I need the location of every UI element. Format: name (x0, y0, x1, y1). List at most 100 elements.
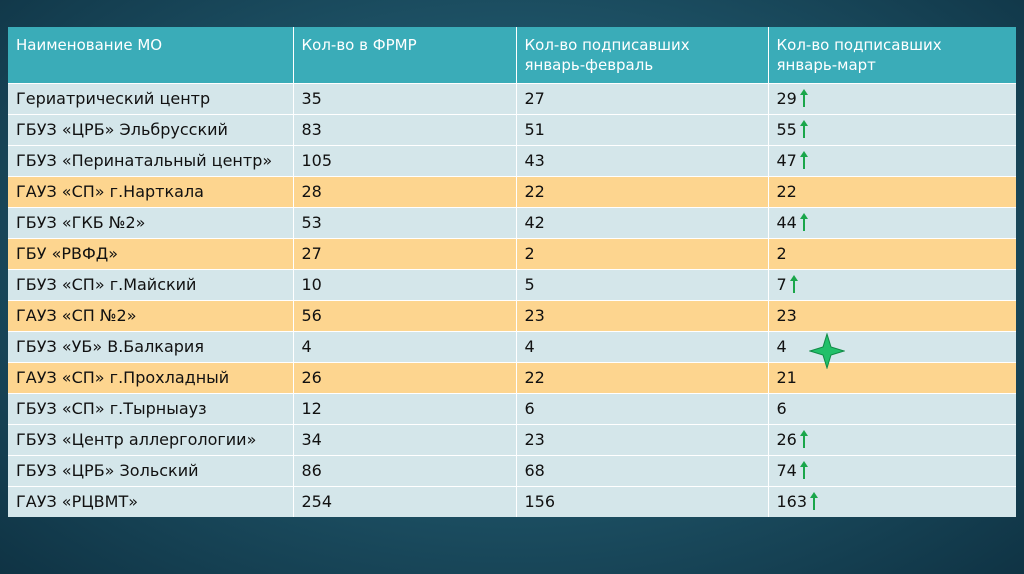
cell-jan-mar-text: 6 (776, 399, 787, 418)
cell-frmr-text: 4 (301, 337, 312, 356)
cell-jan-mar-text: 74 (776, 461, 797, 480)
cell-frmr: 56 (293, 300, 517, 332)
cell-jan-feb-text: 22 (524, 182, 545, 201)
four-point-star-icon (809, 333, 845, 369)
cell-frmr: 10 (293, 269, 517, 301)
cell-jan-feb: 68 (516, 455, 769, 487)
cell-frmr-text: 12 (301, 399, 322, 418)
cell-jan-mar: 29 (768, 83, 1016, 115)
cell-name-text: ГАУЗ «РЦВМТ» (16, 492, 138, 511)
cell-jan-feb: 23 (516, 300, 769, 332)
cell-name: ГБУЗ «ГКБ №2» (8, 207, 294, 239)
cell-jan-feb: 22 (516, 362, 769, 394)
cell-name-text: ГБУЗ «СП» г.Тырныауз (16, 399, 207, 418)
table-row: ГБУЗ «ЦРБ» Зольский 86 68 74 (8, 455, 1016, 487)
cell-name: ГБУЗ «СП» г.Тырныауз (8, 393, 294, 425)
cell-jan-feb-text: 27 (524, 89, 545, 108)
cell-frmr-text: 105 (301, 151, 333, 170)
cell-jan-mar: 74 (768, 455, 1016, 487)
cell-frmr: 53 (293, 207, 517, 239)
cell-frmr-text: 53 (301, 213, 322, 232)
table-row: ГБУ «РВФД» 27 2 2 (8, 238, 1016, 270)
cell-jan-mar: 2 (768, 238, 1016, 270)
cell-jan-mar: 55 (768, 114, 1016, 146)
cell-name: ГАУЗ «СП» г.Нарткала (8, 176, 294, 208)
header-jan-feb: Кол-во подписавших январь-февраль (516, 27, 769, 84)
cell-jan-feb-text: 4 (524, 337, 535, 356)
cell-frmr-text: 26 (301, 368, 322, 387)
cell-frmr-text: 56 (301, 306, 322, 325)
cell-frmr-text: 28 (301, 182, 322, 201)
cell-jan-mar-text: 2 (776, 244, 787, 263)
cell-name-text: ГБУЗ «СП» г.Майский (16, 275, 197, 294)
header-jan-feb-label: Кол-во подписавших январь-февраль (524, 36, 690, 74)
header-name: Наименование МО (8, 27, 294, 84)
cell-jan-feb: 22 (516, 176, 769, 208)
cell-frmr: 105 (293, 145, 517, 177)
cell-jan-feb-text: 156 (524, 492, 556, 511)
cell-jan-feb-text: 6 (524, 399, 535, 418)
cell-name: ГБУЗ «ЦРБ» Зольский (8, 455, 294, 487)
cell-name: Гериатрический центр (8, 83, 294, 115)
table-row: ГАУЗ «СП» г.Нарткала 28 22 22 (8, 176, 1016, 208)
table-row: ГБУЗ «Центр аллергологии» 34 23 26 (8, 424, 1016, 456)
cell-frmr: 86 (293, 455, 517, 487)
up-arrow-icon (799, 151, 808, 169)
cell-jan-feb: 5 (516, 269, 769, 301)
cell-jan-mar-text: 22 (776, 182, 797, 201)
cell-name: ГАУЗ «СП №2» (8, 300, 294, 332)
cell-name: ГБУЗ «ЦРБ» Эльбрусский (8, 114, 294, 146)
cell-name: ГБУЗ «СП» г.Майский (8, 269, 294, 301)
cell-jan-feb-text: 23 (524, 306, 545, 325)
cell-jan-feb-text: 2 (524, 244, 535, 263)
data-table-frame: Наименование МО Кол-во в ФРМР Кол-во под… (8, 27, 1016, 517)
cell-jan-mar-text: 4 (776, 337, 787, 356)
cell-jan-mar: 163 (768, 486, 1016, 517)
up-arrow-icon (799, 213, 808, 231)
table-row: ГАУЗ «СП №2» 56 23 23 (8, 300, 1016, 332)
cell-frmr-text: 27 (301, 244, 322, 263)
table-row: ГАУЗ «РЦВМТ» 254 156 163 (8, 486, 1016, 517)
up-arrow-icon (810, 492, 819, 510)
cell-frmr-text: 34 (301, 430, 322, 449)
up-arrow-icon (799, 430, 808, 448)
up-arrow-icon (799, 120, 808, 138)
up-arrow-icon (799, 461, 808, 479)
cell-jan-mar: 21 (768, 362, 1016, 394)
cell-name-text: ГБУ «РВФД» (16, 244, 119, 263)
cell-jan-mar-text: 55 (776, 120, 797, 139)
cell-jan-feb-text: 22 (524, 368, 545, 387)
table-row: ГБУЗ «ГКБ №2» 53 42 44 (8, 207, 1016, 239)
cell-jan-mar-text: 47 (776, 151, 797, 170)
cell-frmr-text: 86 (301, 461, 322, 480)
cell-name: ГБУЗ «Центр аллергологии» (8, 424, 294, 456)
header-frmr: Кол-во в ФРМР (293, 27, 517, 84)
cell-name-text: ГАУЗ «СП» г.Прохладный (16, 368, 230, 387)
cell-jan-feb: 43 (516, 145, 769, 177)
cell-jan-mar: 7 (768, 269, 1016, 301)
cell-jan-feb-text: 43 (524, 151, 545, 170)
header-name-label: Наименование МО (16, 36, 163, 54)
table-row: ГБУЗ «СП» г.Тырныауз 12 6 6 (8, 393, 1016, 425)
cell-jan-mar: 26 (768, 424, 1016, 456)
table-row: ГБУЗ «УБ» В.Балкария 4 4 4 (8, 331, 1016, 363)
cell-name: ГАУЗ «РЦВМТ» (8, 486, 294, 517)
cell-name-text: ГБУЗ «ЦРБ» Эльбрусский (16, 120, 228, 139)
up-arrow-icon (789, 275, 798, 293)
cell-name-text: ГБУЗ «Перинатальный центр» (16, 151, 273, 170)
table-body: Гериатрический центр 35 27 29 ГБУЗ «ЦРБ» Эль… (8, 83, 1016, 517)
cell-jan-feb-text: 42 (524, 213, 545, 232)
cell-frmr: 4 (293, 331, 517, 363)
header-jan-mar-label: Кол-во подписавших январь-март (776, 36, 942, 74)
header-row: Наименование МО Кол-во в ФРМР Кол-во под… (8, 27, 1016, 84)
cell-jan-feb: 156 (516, 486, 769, 517)
cell-jan-feb: 51 (516, 114, 769, 146)
cell-frmr: 12 (293, 393, 517, 425)
data-table: Наименование МО Кол-во в ФРМР Кол-во под… (8, 27, 1016, 517)
cell-frmr: 28 (293, 176, 517, 208)
cell-frmr-text: 10 (301, 275, 322, 294)
cell-frmr: 254 (293, 486, 517, 517)
cell-frmr: 26 (293, 362, 517, 394)
cell-jan-feb-text: 23 (524, 430, 545, 449)
cell-name-text: Гериатрический центр (16, 89, 211, 108)
